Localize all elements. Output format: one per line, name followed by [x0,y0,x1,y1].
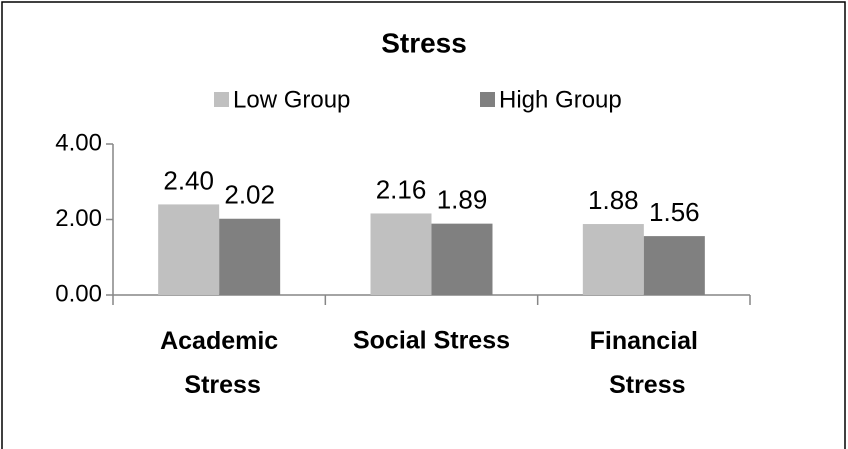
data-label: 2.16 [376,174,427,204]
y-tick-label: 0.00 [55,280,102,307]
chart-title: Stress [381,27,467,58]
legend-label: Low Group [233,86,350,113]
bar [219,218,281,295]
x-tick-label: Social Stress [353,327,510,355]
bar [370,213,432,295]
data-label: 1.88 [588,185,639,215]
data-label: 2.40 [163,165,214,195]
legend-label: High Group [499,86,622,113]
bar [582,224,644,295]
y-tick-label: 2.00 [55,205,102,232]
bar [431,223,493,295]
x-tick-label: Financial Stress [590,327,698,399]
data-label: 2.02 [224,180,275,210]
x-tick-label: Academic Stress [160,327,278,399]
data-label: 1.89 [437,185,488,215]
bar [158,204,220,295]
legend-swatch [480,92,495,107]
bar [643,236,705,295]
y-tick-label: 4.00 [55,129,102,156]
legend-swatch [214,92,229,107]
data-label: 1.56 [649,197,700,227]
